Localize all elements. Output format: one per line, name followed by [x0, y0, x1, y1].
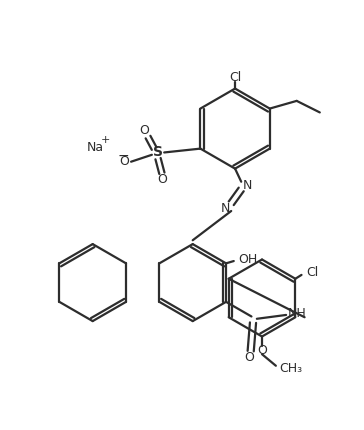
Text: OH: OH: [238, 253, 258, 266]
Text: Cl: Cl: [229, 71, 241, 84]
Text: Cl: Cl: [306, 266, 318, 279]
Text: O: O: [119, 155, 129, 168]
Text: N: N: [220, 202, 230, 215]
Text: CH₃: CH₃: [279, 362, 302, 375]
Text: N: N: [243, 179, 252, 192]
Text: O: O: [244, 351, 254, 364]
Text: O: O: [157, 173, 167, 186]
Text: +: +: [101, 135, 110, 145]
Text: NH: NH: [288, 307, 306, 320]
Text: Na: Na: [86, 141, 103, 154]
Text: −: −: [118, 148, 129, 163]
Text: O: O: [139, 124, 149, 138]
Text: S: S: [153, 145, 163, 160]
Text: O: O: [257, 344, 267, 357]
